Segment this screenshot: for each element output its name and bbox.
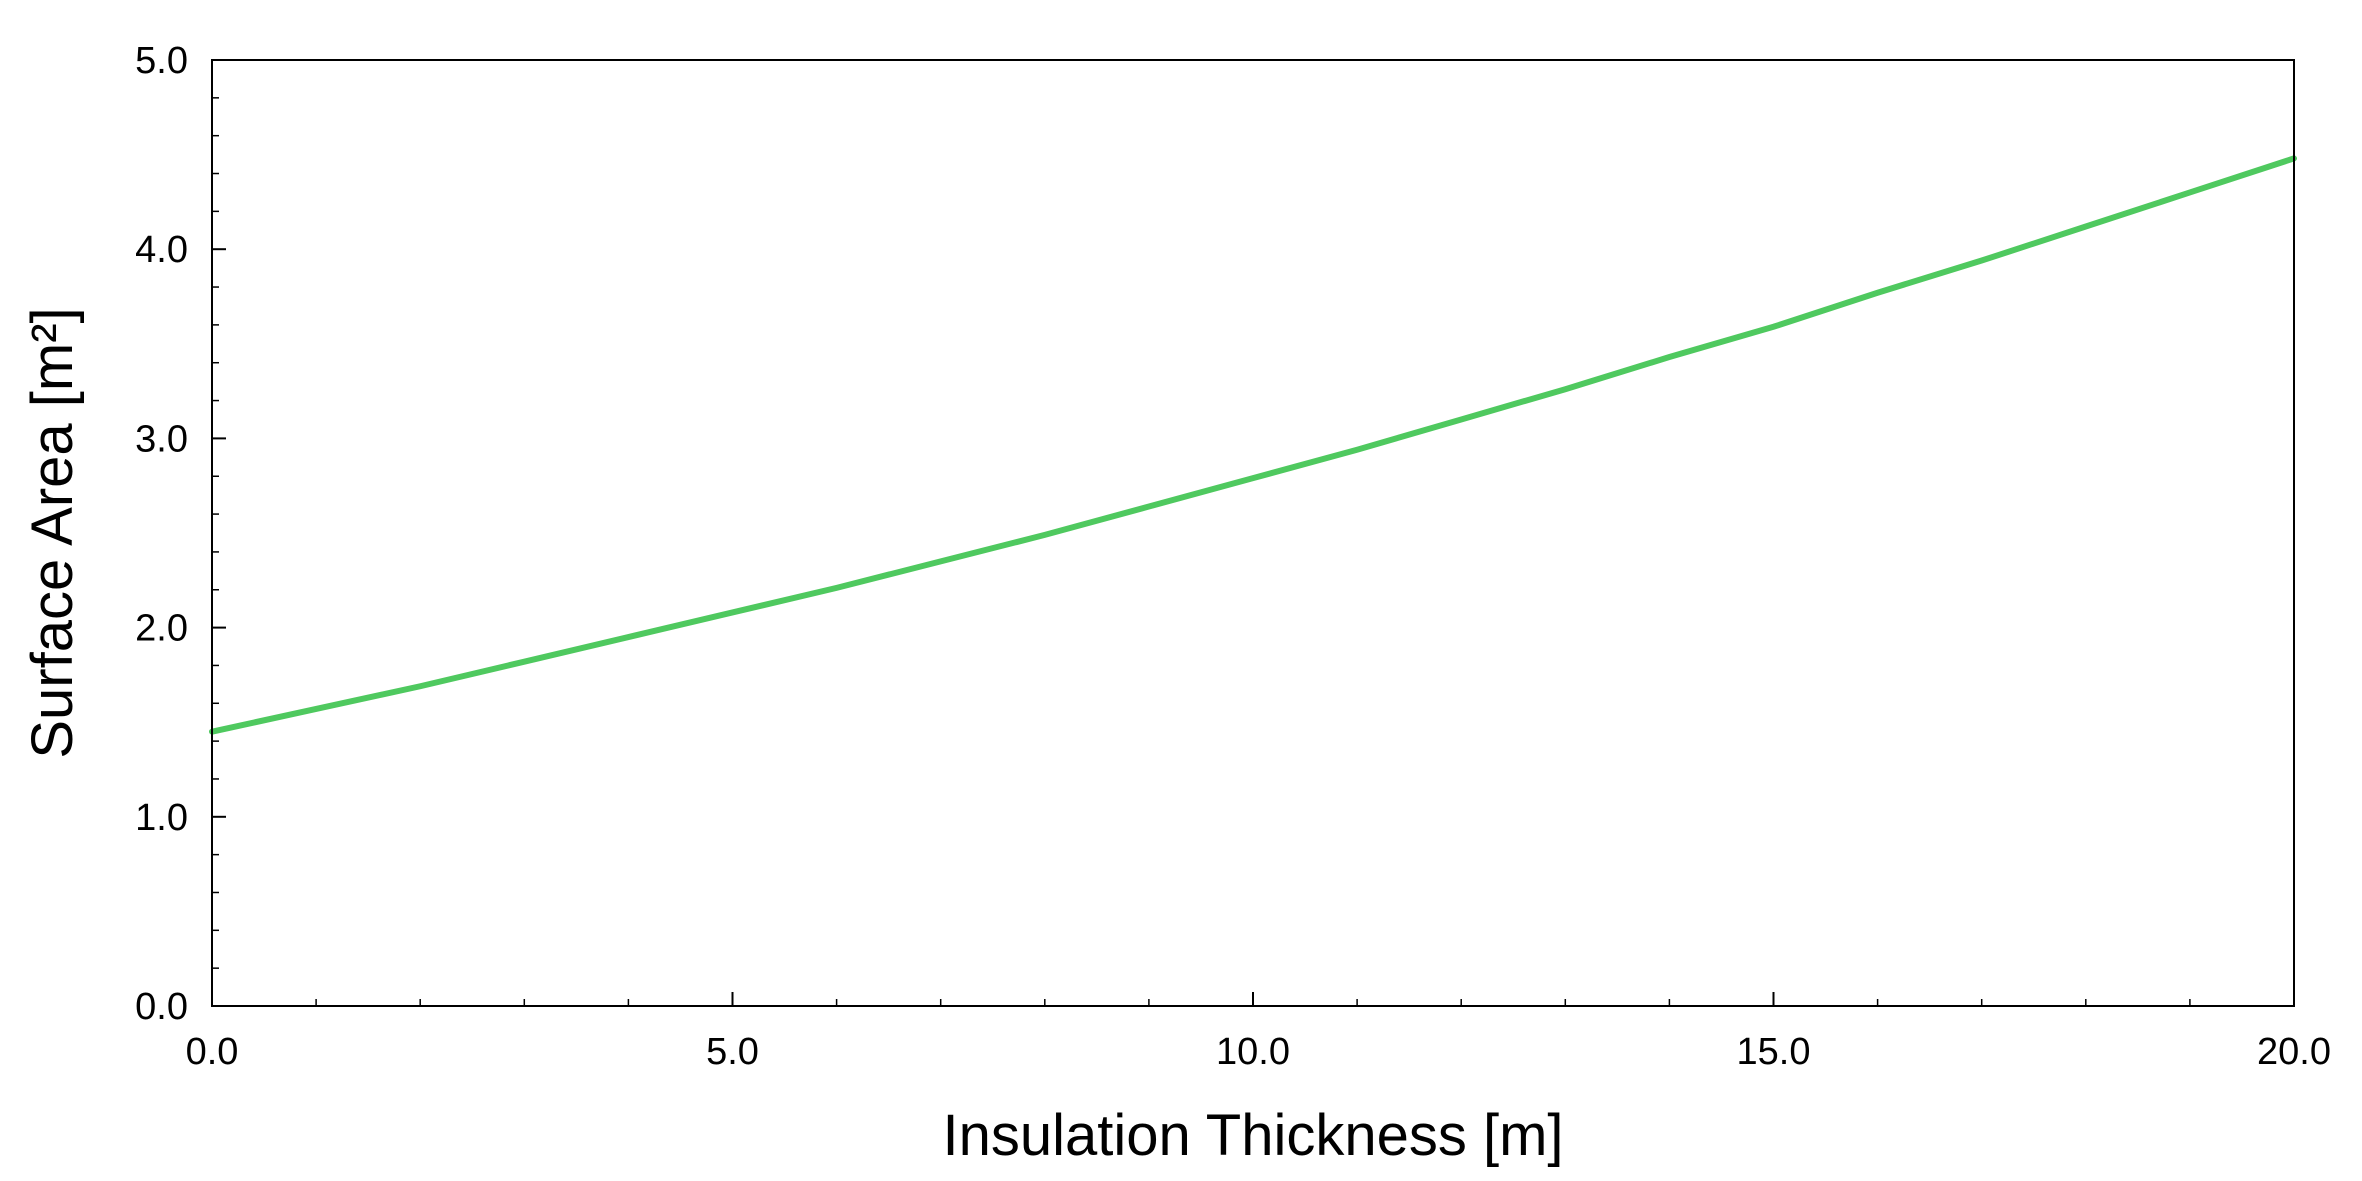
x-tick-label: 0.0 [186,1031,239,1073]
x-axis-label: Insulation Thickness [m] [942,1103,1563,1168]
y-tick-labels: 0.0 1.0 2.0 3.0 4.0 5.0 [135,40,188,1028]
y-tick-label: 4.0 [135,229,188,271]
plot-frame [211,59,2295,1007]
x-tick-label: 15.0 [1737,1031,1811,1073]
series-line-0 [209,155,2297,735]
y-tick-label: 0.0 [135,986,188,1028]
y-tick-label: 5.0 [135,40,188,82]
y-tick-label: 3.0 [135,418,188,460]
x-tick-label: 20.0 [2257,1031,2331,1073]
major-ticks [211,59,2295,1007]
y-axis-label: Surface Area [m²] [20,307,85,758]
x-tick-label: 10.0 [1216,1031,1290,1073]
x-tick-label: 5.0 [706,1031,759,1073]
y-tick-label: 2.0 [135,608,188,650]
y-tick-label: 1.0 [135,797,188,839]
x-tick-labels: 0.0 5.0 10.0 15.0 20.0 [186,1031,2331,1073]
series-group [209,155,2297,735]
minor-ticks [212,97,2191,1006]
